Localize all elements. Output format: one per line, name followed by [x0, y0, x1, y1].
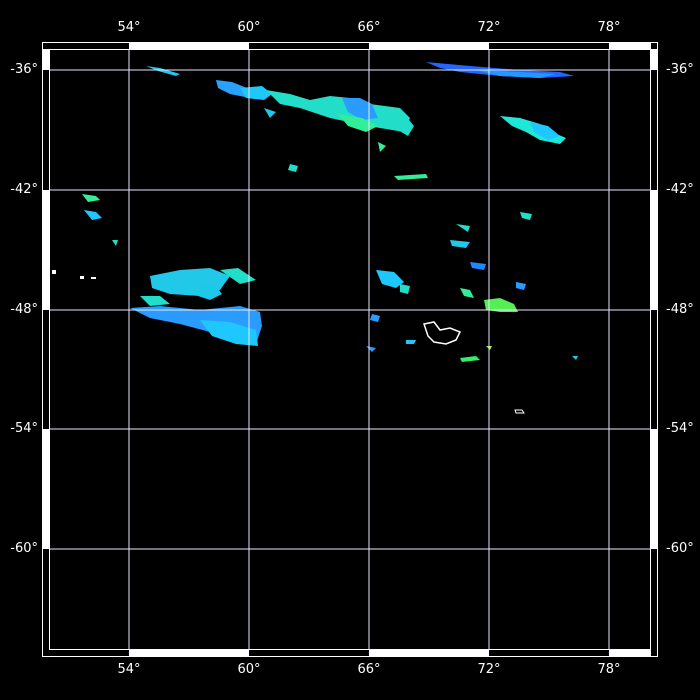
frame-segment [129, 650, 249, 657]
latitude-label-right: -36° [666, 62, 694, 77]
data-patch [240, 86, 272, 100]
data-patch [460, 288, 474, 298]
longitude-label-top: 54° [117, 20, 141, 35]
frame-segment [42, 190, 49, 310]
frame-segment [651, 429, 658, 549]
data-patch [406, 340, 416, 344]
latitude-label-left: -48° [10, 302, 38, 317]
data-patch [514, 409, 525, 414]
satellite-data-layer [52, 62, 578, 414]
frame-segment [369, 42, 489, 49]
longitude-label-top: 66° [357, 20, 381, 35]
data-patch [530, 122, 560, 140]
data-patch [476, 70, 556, 78]
longitude-label-top: 72° [477, 20, 501, 35]
data-patch [376, 270, 404, 288]
data-patch [112, 240, 118, 246]
frame-segment [42, 429, 49, 549]
data-patch [220, 268, 256, 284]
data-patch [266, 90, 410, 132]
data-patch [84, 210, 102, 220]
data-patch [394, 174, 428, 180]
data-patch [378, 142, 386, 152]
latitude-label-right: -54° [666, 421, 694, 436]
frame-segment [609, 650, 651, 657]
frame-inner [49, 49, 651, 650]
data-patch [456, 224, 470, 232]
longitude-label-top: 78° [597, 20, 621, 35]
data-patch [52, 270, 56, 274]
latitude-label-left: -54° [10, 421, 38, 436]
data-patch [91, 277, 96, 279]
latitude-label-right: -42° [666, 182, 694, 197]
data-patch [198, 284, 222, 300]
data-patch [470, 262, 486, 270]
frame-segment [651, 49, 658, 70]
data-patch [484, 298, 518, 312]
graticule [49, 49, 651, 650]
longitude-label-bottom: 72° [477, 662, 501, 677]
data-patch [146, 66, 180, 76]
data-patch [460, 356, 480, 362]
data-patch [140, 296, 170, 306]
frame-segment [129, 42, 249, 49]
latitude-label-right: -60° [666, 541, 694, 556]
data-patch [500, 116, 566, 144]
data-patch [200, 320, 258, 346]
frame-segment [369, 650, 489, 657]
data-patch [338, 114, 378, 132]
frame-segment [609, 42, 651, 49]
data-patch [370, 314, 380, 322]
latitude-label-left: -42° [10, 182, 38, 197]
data-patch [216, 80, 252, 98]
data-patch [366, 346, 376, 352]
data-patch [572, 356, 578, 360]
data-patch [392, 110, 414, 136]
data-patch [423, 321, 462, 345]
longitude-label-bottom: 60° [237, 662, 261, 677]
data-patch [264, 108, 276, 118]
data-patch [516, 282, 526, 290]
longitude-label-bottom: 78° [597, 662, 621, 677]
latitude-label-left: -36° [10, 62, 38, 77]
data-patch [288, 164, 298, 172]
frame-segment [42, 49, 49, 70]
frame-segment [651, 190, 658, 310]
frame-outer [42, 42, 658, 657]
longitude-label-bottom: 66° [357, 662, 381, 677]
data-patch [400, 284, 410, 294]
data-patch [80, 276, 84, 279]
map-frame [42, 42, 658, 657]
data-patch [450, 240, 470, 248]
longitude-label-top: 60° [237, 20, 261, 35]
latitude-label-right: -48° [666, 302, 694, 317]
data-patch [520, 212, 532, 220]
data-patch [82, 194, 100, 202]
longitude-label-bottom: 54° [117, 662, 141, 677]
latitude-label-left: -60° [10, 541, 38, 556]
